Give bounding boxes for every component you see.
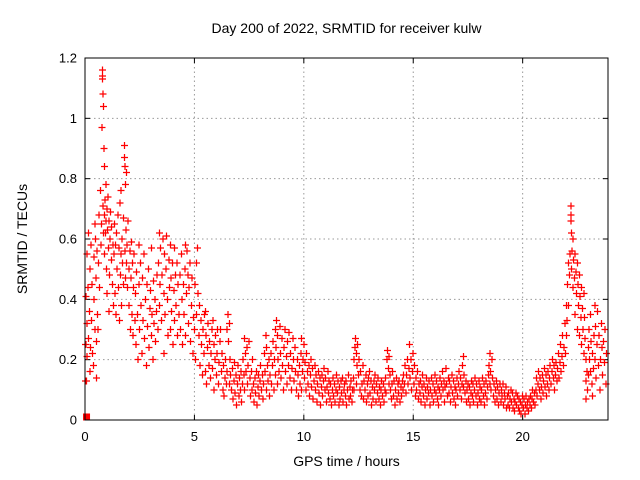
x-tick-label: 20 [515,429,529,444]
y-tick-label: 1.2 [59,51,77,66]
plot-border [84,57,609,421]
x-tick-label: 15 [406,429,420,444]
y-tick-label: 0.6 [59,232,77,247]
origin-square-marker [83,413,91,421]
y-tick-label: 0.2 [59,352,77,367]
y-tick-label: 0.8 [59,171,77,186]
x-axis-label: GPS time / hours [293,453,400,469]
x-tick-label: 5 [191,429,198,444]
scatter-points [82,66,610,418]
y-tick-label: 0 [70,413,77,428]
chart-title: Day 200 of 2022, SRMTID for receiver kul… [211,20,482,36]
x-tick-label: 0 [81,429,88,444]
y-tick-label: 1 [70,111,77,126]
x-tick-label: 10 [297,429,311,444]
y-tick-label: 0.4 [59,292,77,307]
